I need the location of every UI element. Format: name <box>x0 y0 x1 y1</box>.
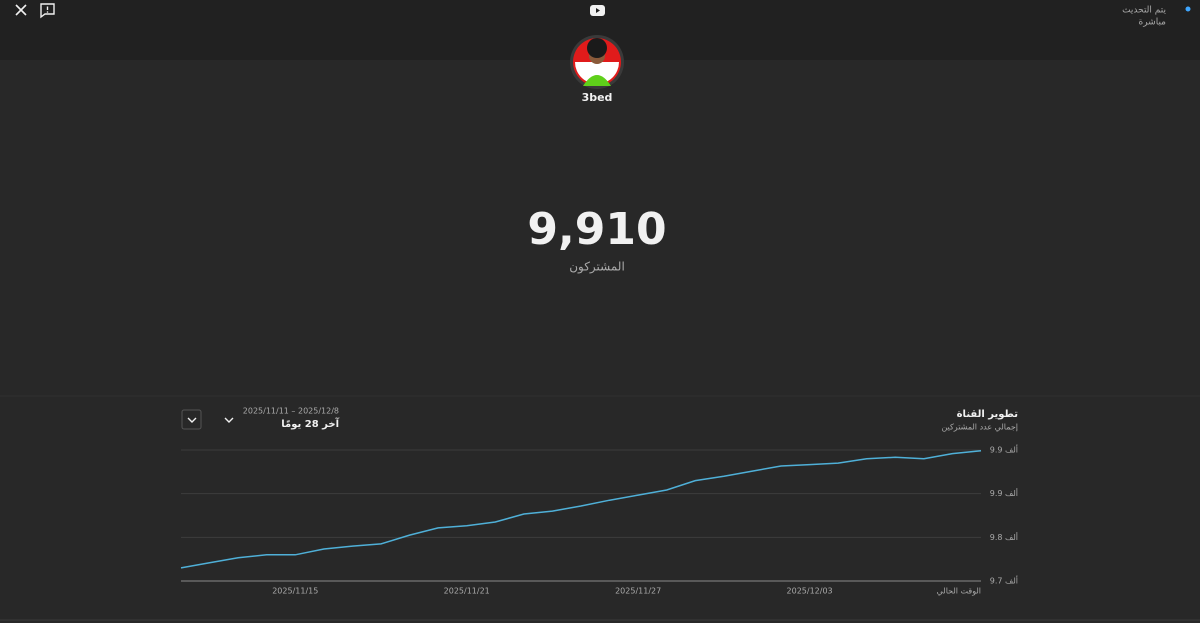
x-tick-label: 2025/11/21 <box>444 587 490 596</box>
close-button[interactable] <box>15 4 27 16</box>
x-tick-label: الوقت الحالي <box>937 587 981 596</box>
live-dot <box>1185 6 1191 12</box>
youtube-logo <box>590 5 605 16</box>
live-label: يتم التحديث <box>1122 6 1166 16</box>
x-tick-label: 2025/12/03 <box>787 587 833 596</box>
subscriber-count: 9,910 <box>527 204 666 255</box>
x-tick-label: 2025/11/27 <box>615 587 661 596</box>
feedback-button[interactable] <box>40 3 55 19</box>
y-tick-label: 9.7 ألف <box>990 576 1018 586</box>
avatar <box>570 35 624 89</box>
chart-title: تطوير القناة <box>957 409 1019 420</box>
y-tick-label: 9.9 ألف <box>990 445 1018 455</box>
period-label: آخر 28 يومًا <box>281 417 339 430</box>
x-tick-label: 2025/11/15 <box>272 587 318 596</box>
y-tick-label: 9.8 ألف <box>990 532 1018 542</box>
period-dropdown[interactable] <box>224 417 234 423</box>
y-tick-label: 9.9 ألف <box>990 488 1018 498</box>
live-label: مباشرة <box>1138 18 1166 28</box>
channel-name: 3bed <box>582 91 613 104</box>
series-line <box>180 449 982 569</box>
metric-dropdown[interactable] <box>181 409 202 430</box>
date-range: 2025/11/11 – 2025/12/8 <box>243 407 339 416</box>
subscriber-label: المشتركون <box>569 260 625 275</box>
chart-subtitle: إجمالي عدد المشتركين <box>941 423 1018 433</box>
